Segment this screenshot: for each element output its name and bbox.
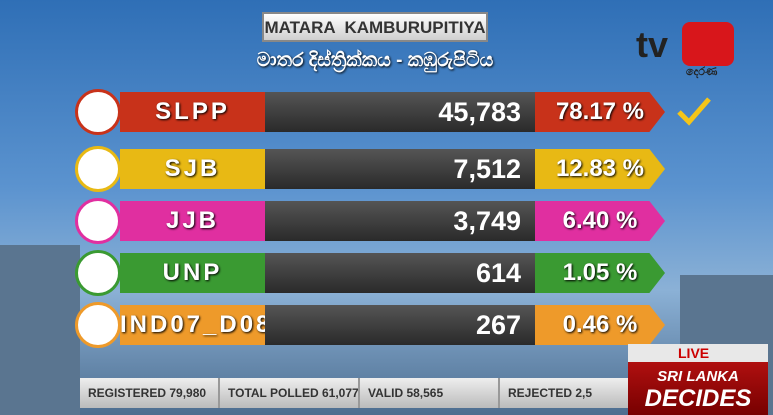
vote-count: 267: [265, 305, 535, 345]
winner-check: [677, 97, 711, 126]
title: MATARA KAMBURUPITIYA: [262, 12, 488, 42]
party-name: UNP: [120, 253, 265, 293]
result-row: UNP 614 1.05 %: [75, 250, 675, 296]
result-row: JJB 3,749 6.40 %: [75, 198, 675, 244]
badge-line: SRI LANKA: [657, 368, 739, 385]
vote-percent: 12.83 %: [535, 149, 665, 189]
party-symbol: [75, 302, 121, 348]
vote-percent: 6.40 %: [535, 201, 665, 241]
party-symbol: [75, 198, 121, 244]
footer-stat: REGISTERED 79,980: [80, 378, 220, 408]
footer-stat: REJECTED 2,5: [500, 378, 640, 408]
footer-stat: VALID 58,565: [360, 378, 500, 408]
vote-percent: 78.17 %: [535, 92, 665, 132]
building: [0, 245, 80, 415]
result-row: SLPP 45,783 78.17 %: [75, 89, 675, 135]
vote-count: 45,783: [265, 92, 535, 132]
show-badge: SRI LANKA DECIDES: [628, 362, 768, 415]
subtitle: මාතර දිස්ත්‍රික්කය - කඹුරුපිටිය: [256, 50, 494, 71]
vote-count: 3,749: [265, 201, 535, 241]
party-symbol: [75, 89, 121, 135]
vote-percent: 1.05 %: [535, 253, 665, 293]
logo: tv දෙරණ: [636, 22, 741, 80]
vote-count: 614: [265, 253, 535, 293]
party-symbol: [75, 250, 121, 296]
logo-mark: [682, 22, 734, 66]
vote-percent: 0.46 %: [535, 305, 665, 345]
logo-subtext: දෙරණ: [686, 66, 718, 78]
logo-text: tv: [636, 24, 669, 65]
party-name: JJB: [120, 201, 265, 241]
party-name: SLPP: [120, 92, 265, 132]
footer: REGISTERED 79,980 TOTAL POLLED 61,077 VALI…: [80, 378, 640, 408]
live-label: LIVE: [628, 344, 768, 362]
result-row: SJB 7,512 12.83 %: [75, 146, 675, 192]
party-symbol: [75, 146, 121, 192]
party-name: IND07_D08: [120, 305, 269, 345]
footer-stat: TOTAL POLLED 61,077: [220, 378, 360, 408]
result-row: IND07_D08 267 0.46 %: [75, 302, 675, 348]
vote-count: 7,512: [265, 149, 535, 189]
badge-line: DECIDES: [644, 385, 752, 412]
party-name: SJB: [120, 149, 265, 189]
